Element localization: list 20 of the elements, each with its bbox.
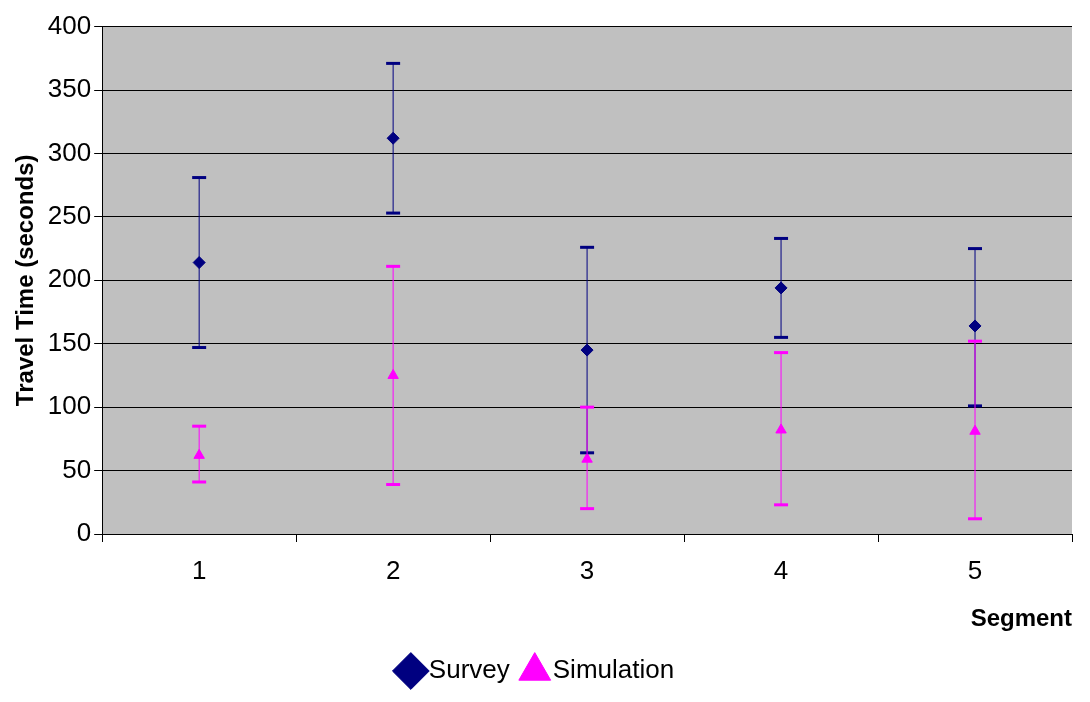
x-tick-label: 2 — [385, 554, 401, 585]
y-tick-label: 150 — [47, 326, 92, 357]
x-tick-label: 3 — [579, 554, 595, 585]
y-tick-label: 50 — [62, 453, 92, 484]
x-tick-label: 1 — [191, 554, 207, 585]
y-tick-label: 100 — [47, 390, 92, 421]
x-tick-label: 5 — [967, 554, 983, 585]
y-tick-label: 300 — [47, 136, 92, 167]
y-tick-label: 0 — [76, 517, 92, 548]
y-axis-title: Travel Time (seconds) — [11, 154, 39, 407]
x-axis-title: Segment — [970, 604, 1072, 632]
y-tick-label: 250 — [47, 200, 92, 231]
legend-label: Simulation — [552, 654, 675, 685]
y-tick-label: 350 — [47, 73, 92, 104]
legend-label: Survey — [428, 654, 510, 685]
y-tick-label: 200 — [47, 263, 92, 294]
x-tick-label: 4 — [773, 554, 789, 585]
point — [193, 448, 205, 459]
point — [192, 256, 206, 270]
y-tick-label: 400 — [47, 9, 92, 40]
